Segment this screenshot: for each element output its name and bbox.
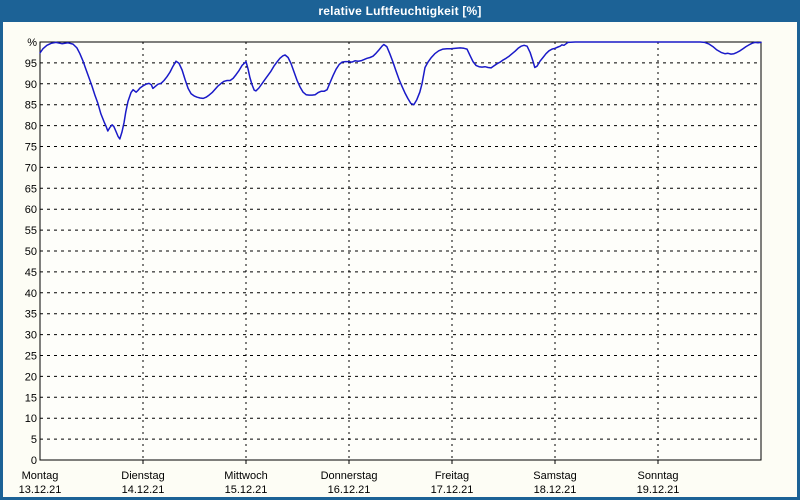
- humidity-line: [39, 41, 762, 140]
- x-day-date-label: 14.12.21: [122, 484, 165, 496]
- y-tick-label: 15: [25, 392, 37, 404]
- x-day-name-label: Sonntag: [638, 470, 679, 482]
- y-tick-label: 85: [25, 100, 37, 112]
- y-tick-label: 80: [25, 121, 37, 133]
- x-day-date-label: 15.12.21: [225, 484, 268, 496]
- x-day-date-label: 18.12.21: [534, 484, 577, 496]
- y-tick-label: 55: [25, 225, 37, 237]
- x-day-name-label: Dienstag: [121, 470, 164, 482]
- x-day-name-label: Mittwoch: [224, 470, 267, 482]
- y-tick-label: 95: [25, 58, 37, 70]
- plot-background: [40, 42, 761, 460]
- y-tick-label: 30: [25, 330, 37, 342]
- y-tick-label: 75: [25, 142, 37, 154]
- x-day-date-label: 13.12.21: [19, 484, 62, 496]
- y-grid: 0 5 10 15 20 25 30 35 40 45 50 55 60 65 70 75 80 85 90 95: [25, 58, 761, 467]
- x-day-date-label: 17.12.21: [431, 484, 474, 496]
- y-tick-label: 35: [25, 309, 37, 321]
- y-tick-label: 0: [31, 455, 37, 467]
- plot-frame: [39, 41, 762, 461]
- x-day-name-label: Donnerstag: [321, 470, 378, 482]
- x-day-name-label: Samstag: [533, 470, 576, 482]
- y-tick-label: 20: [25, 371, 37, 383]
- title-bar: relative Luftfeuchtigkeit [%]: [3, 0, 797, 22]
- y-tick-label: 70: [25, 162, 37, 174]
- y-tick-label: 45: [25, 267, 37, 279]
- y-tick-label: 5: [31, 434, 37, 446]
- y-tick-label: 40: [25, 288, 37, 300]
- chart-area: 0 5 10 15 20 25 30 35 40 45 50 55 60 65 70 75 80 85 90 95% M…: [3, 22, 797, 497]
- humidity-chart: 0 5 10 15 20 25 30 35 40 45 50 55 60 65 70 75 80 85 90 95% M…: [19, 37, 762, 496]
- chart-title: relative Luftfeuchtigkeit [%]: [318, 4, 482, 18]
- x-day-date-label: 16.12.21: [328, 484, 371, 496]
- x-grid: [142, 42, 659, 464]
- x-axis-labels: Montag 13.12.21 Dienstag 14.12.21 Mittwoch 15…: [19, 470, 680, 496]
- y-tick-label: 65: [25, 183, 37, 195]
- y-axis-unit-label: %: [27, 37, 37, 49]
- x-day-name-label: Montag: [22, 470, 59, 482]
- y-tick-label: 50: [25, 246, 37, 258]
- y-tick-label: 60: [25, 204, 37, 216]
- y-tick-label: 90: [25, 79, 37, 91]
- y-tick-label: 10: [25, 413, 37, 425]
- x-day-date-label: 19.12.21: [637, 484, 680, 496]
- y-tick-label: 25: [25, 351, 37, 363]
- x-day-name-label: Freitag: [435, 470, 469, 482]
